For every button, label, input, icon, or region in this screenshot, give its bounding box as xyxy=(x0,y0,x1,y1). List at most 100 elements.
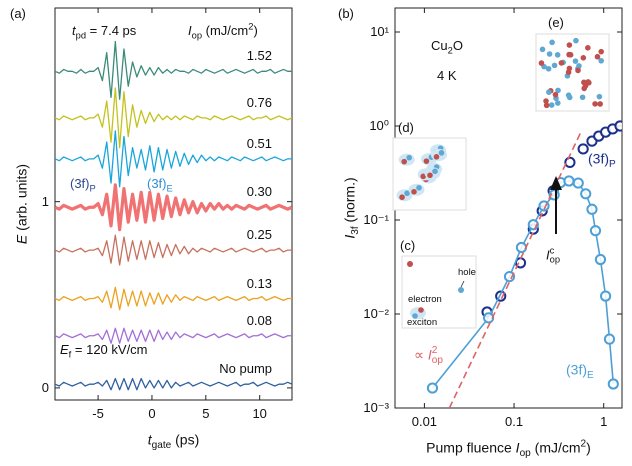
text-part: = 120 kV/cm xyxy=(71,341,148,357)
text-part: (3f) xyxy=(70,175,90,191)
inset-text: electron xyxy=(408,293,442,305)
arrow-head xyxy=(550,176,562,190)
inset-label: (c) xyxy=(400,237,416,253)
series-line xyxy=(448,132,582,408)
symbol: t xyxy=(147,431,152,448)
annotation: 4 K xyxy=(437,67,457,83)
series-line xyxy=(55,327,292,344)
text-part: (3f) xyxy=(147,175,167,191)
exciton-electron xyxy=(418,307,424,313)
exciton-hole xyxy=(432,168,438,175)
annotation: tpd = 7.4 ps xyxy=(72,22,137,41)
text-part: (ps) xyxy=(171,431,200,448)
series-line xyxy=(55,234,292,266)
x-tick-label: 10 xyxy=(252,405,267,421)
data-point xyxy=(607,378,619,390)
plasma-particle xyxy=(543,102,550,109)
x-tick-label: 1 xyxy=(600,413,608,429)
text-part: O xyxy=(452,37,463,53)
script-stack: 2 op xyxy=(431,344,443,366)
data-point xyxy=(580,188,592,200)
exciton-electron xyxy=(427,172,433,179)
plot-frame xyxy=(54,7,293,401)
text-part: (mJ/cm xyxy=(530,439,581,456)
text-part: ∝ xyxy=(414,346,428,363)
y-tick-label: 10¹ xyxy=(370,23,389,39)
hole xyxy=(458,287,464,293)
inset-text: hole xyxy=(458,266,476,278)
subscript: P xyxy=(609,159,616,171)
series-line xyxy=(55,87,292,149)
subscript: pd xyxy=(75,30,87,41)
subscript: 3f xyxy=(350,226,362,235)
plasma-particle xyxy=(555,100,561,106)
data-point xyxy=(572,177,584,189)
plasma-particle xyxy=(543,98,549,104)
subscript: op xyxy=(549,255,561,265)
annotation: Ef = 120 kV/cm xyxy=(60,341,148,360)
text-part: (arb. units) xyxy=(13,163,30,235)
exciton-glow xyxy=(408,183,425,196)
x-tick-label: 0.1 xyxy=(505,413,524,429)
y-axis-label: I3f (norm.) xyxy=(341,177,361,238)
text-part: (norm.) xyxy=(341,177,358,227)
plasma-particle xyxy=(597,101,603,107)
annotation: (3f)P xyxy=(70,175,96,193)
symbol: I xyxy=(546,247,550,263)
symbol: t xyxy=(72,22,76,38)
y-tick-label: 10⁻¹ xyxy=(363,211,389,227)
subscript: f xyxy=(68,349,72,360)
plot-area xyxy=(55,40,292,391)
exciton-electron xyxy=(401,158,407,165)
data-point xyxy=(594,253,607,266)
plasma-particle xyxy=(551,62,558,69)
exciton-electron xyxy=(423,158,430,164)
y-tick-label: 1 xyxy=(41,193,49,209)
series-label: (3f)P xyxy=(588,151,616,170)
pointer xyxy=(460,280,465,288)
data-point xyxy=(589,225,602,237)
series-line xyxy=(55,377,292,391)
panel-label: (b) xyxy=(338,5,354,21)
x-tick-label: -5 xyxy=(92,405,104,421)
text-part: ) xyxy=(586,439,591,456)
x-tick-label: 0.01 xyxy=(411,413,438,429)
plasma-particle xyxy=(594,53,601,60)
data-point xyxy=(600,290,612,302)
inset-label: (e) xyxy=(548,14,564,30)
plasma-particle xyxy=(575,67,581,74)
exciton-hole xyxy=(438,150,445,156)
superscript: 2 xyxy=(248,21,254,32)
x-axis-label: tgate (ps) xyxy=(147,431,200,451)
superscript: 2 xyxy=(580,438,587,450)
series-line xyxy=(55,130,292,188)
plasma-particle xyxy=(554,52,561,58)
y-tick-label: 0 xyxy=(41,379,49,395)
text-part: = 7.4 ps xyxy=(86,22,137,38)
plasma-particle xyxy=(546,89,552,95)
plasma-particle xyxy=(582,82,589,89)
exciton-electron xyxy=(433,154,440,160)
plasma-particle xyxy=(566,65,573,72)
exciton-glow xyxy=(424,167,441,180)
trace-label: 1.52 xyxy=(246,48,272,64)
data-point xyxy=(603,333,616,345)
text-part: Cu xyxy=(431,37,448,53)
exciton-electron xyxy=(399,194,405,201)
plasma-particle xyxy=(598,57,604,64)
inset-box xyxy=(535,33,610,112)
plasma-particle xyxy=(546,51,553,57)
y-tick-label: 10⁻² xyxy=(363,305,389,321)
trace-label: 0.08 xyxy=(246,312,272,328)
exciton-hole xyxy=(404,190,410,197)
superscript: 2 xyxy=(431,344,438,356)
plasma-particle xyxy=(538,60,545,66)
exciton-electron xyxy=(411,188,417,195)
x-tick-label: 5 xyxy=(202,405,210,421)
plasma-particle xyxy=(592,101,598,107)
inset-text: exciton xyxy=(407,316,438,328)
superscript: c xyxy=(549,245,555,256)
